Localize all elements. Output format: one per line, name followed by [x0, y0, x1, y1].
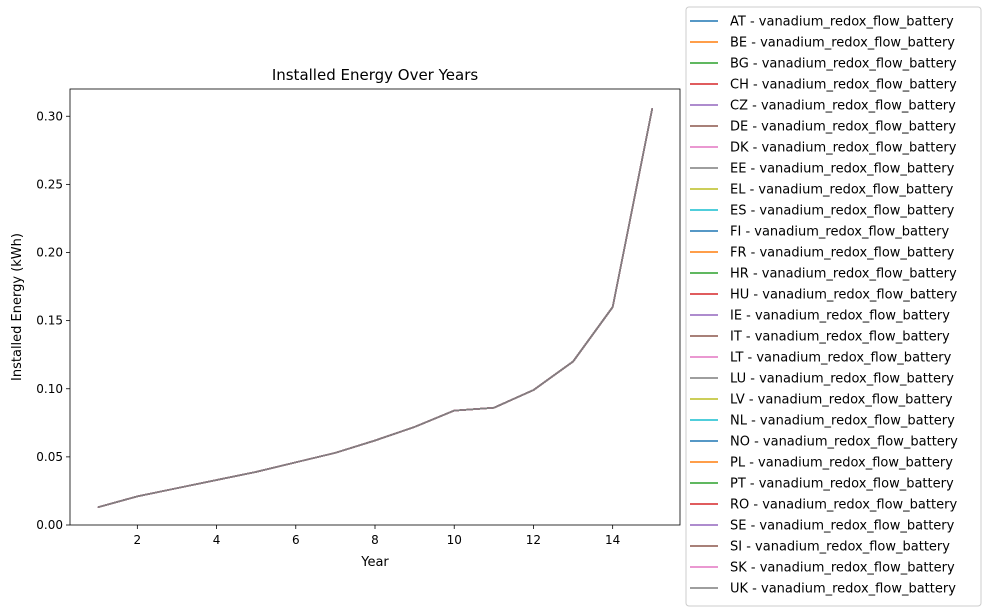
series-line-24	[98, 108, 653, 507]
legend-box	[686, 7, 981, 606]
legend-label-15: IT - vanadium_redox_flow_battery	[730, 330, 950, 345]
legend-label-23: RO - vanadium_redox_flow_battery	[730, 498, 957, 513]
x-tick-label-8: 8	[371, 533, 379, 547]
legend-label-24: SE - vanadium_redox_flow_battery	[730, 519, 955, 534]
series-line-26	[98, 108, 653, 507]
series-line-0	[98, 108, 653, 507]
legend-label-3: CH - vanadium_redox_flow_battery	[730, 78, 957, 93]
legend: AT - vanadium_redox_flow_battery BE - van…	[686, 7, 981, 606]
series-line-21	[98, 108, 653, 507]
series-line-9	[98, 108, 653, 507]
legend-label-1: BE - vanadium_redox_flow_battery	[730, 36, 955, 51]
legend-label-4: CZ - vanadium_redox_flow_battery	[730, 99, 956, 114]
legend-label-8: EL - vanadium_redox_flow_battery	[730, 183, 954, 198]
legend-label-11: FR - vanadium_redox_flow_battery	[730, 246, 955, 261]
series-line-19	[98, 108, 653, 507]
series-line-3	[98, 108, 653, 507]
series-line-18	[98, 108, 653, 507]
series-line-17	[98, 108, 653, 507]
x-tick-label-2: 2	[134, 533, 142, 547]
legend-label-7: EE - vanadium_redox_flow_battery	[730, 162, 955, 177]
legend-label-2: BG - vanadium_redox_flow_battery	[730, 57, 957, 72]
series-line-7	[98, 108, 653, 507]
series-line-12	[98, 108, 653, 507]
series-line-10	[98, 108, 653, 507]
legend-label-22: PT - vanadium_redox_flow_battery	[730, 477, 954, 492]
series-line-22	[98, 108, 653, 507]
x-axis-label: Year	[360, 555, 389, 570]
legend-label-16: LT - vanadium_redox_flow_battery	[730, 351, 952, 366]
legend-label-26: SK - vanadium_redox_flow_battery	[730, 561, 955, 576]
series-line-14	[98, 108, 653, 507]
y-tick-label-6: 0.30	[36, 109, 63, 123]
y-tick-label-0: 0.00	[36, 518, 63, 532]
y-tick-label-3: 0.15	[36, 314, 63, 328]
legend-label-5: DE - vanadium_redox_flow_battery	[730, 120, 956, 135]
x-tick-label-12: 12	[526, 533, 541, 547]
x-tick-label-14: 14	[605, 533, 620, 547]
series-line-25	[98, 108, 653, 507]
chart-title: Installed Energy Over Years	[272, 66, 479, 84]
series-line-5	[98, 108, 653, 507]
x-tick-label-6: 6	[292, 533, 300, 547]
series-line-15	[98, 108, 653, 507]
legend-label-6: DK - vanadium_redox_flow_battery	[730, 141, 957, 156]
series-line-16	[98, 108, 653, 507]
series-line-13	[98, 108, 653, 507]
series-line-23	[98, 108, 653, 507]
series-line-1	[98, 108, 653, 507]
series-line-6	[98, 108, 653, 507]
y-tick-label-1: 0.05	[36, 450, 63, 464]
y-tick-label-5: 0.25	[36, 177, 63, 191]
legend-label-14: IE - vanadium_redox_flow_battery	[730, 309, 950, 324]
legend-label-27: UK - vanadium_redox_flow_battery	[730, 582, 956, 597]
x-tick-label-10: 10	[447, 533, 462, 547]
legend-label-20: NO - vanadium_redox_flow_battery	[730, 435, 958, 450]
legend-label-10: FI - vanadium_redox_flow_battery	[730, 225, 949, 240]
legend-label-25: SI - vanadium_redox_flow_battery	[730, 540, 950, 555]
series-line-8	[98, 108, 653, 507]
series-line-4	[98, 108, 653, 507]
legend-label-12: HR - vanadium_redox_flow_battery	[730, 267, 957, 282]
series-line-2	[98, 108, 653, 507]
series-line-20	[98, 108, 653, 507]
y-axis-label: Installed Energy (kWh)	[10, 233, 25, 381]
legend-label-0: AT - vanadium_redox_flow_battery	[730, 15, 954, 30]
legend-label-18: LV - vanadium_redox_flow_battery	[730, 393, 953, 408]
axes-frame	[70, 89, 680, 525]
legend-label-13: HU - vanadium_redox_flow_battery	[730, 288, 957, 303]
legend-label-17: LU - vanadium_redox_flow_battery	[730, 372, 954, 387]
y-tick-label-2: 0.10	[36, 382, 63, 396]
series-line-11	[98, 108, 653, 507]
legend-label-9: ES - vanadium_redox_flow_battery	[730, 204, 955, 219]
series-line-27	[98, 108, 653, 507]
legend-label-19: NL - vanadium_redox_flow_battery	[730, 414, 955, 429]
plot-area: 2 4 6 8 10 12 14 0.00 0.05 0.10 0.15 0.20 0.25 0.30	[36, 89, 680, 547]
y-tick-label-4: 0.20	[36, 246, 63, 260]
legend-label-21: PL - vanadium_redox_flow_battery	[730, 456, 953, 471]
x-tick-label-4: 4	[213, 533, 221, 547]
